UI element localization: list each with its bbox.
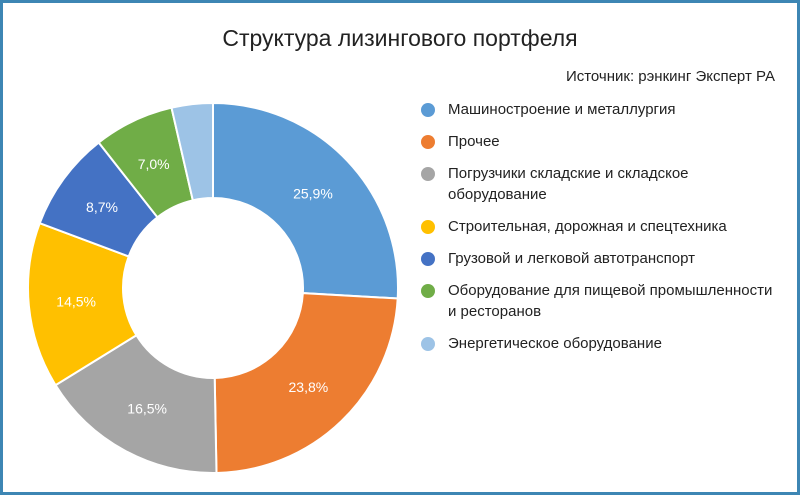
- legend-label: Строительная, дорожная и спецтехника: [448, 218, 727, 235]
- slice-label-5: 7,0%: [138, 156, 170, 172]
- legend-item-6: Энергетическое оборудование: [421, 333, 781, 354]
- chart-legend: Машиностроение и металлургия Прочее Погруз…: [421, 99, 781, 365]
- donut-chart: 25,9% 23,8% 16,5% 14,5% 8,7% 7,0%: [27, 101, 399, 474]
- legend-swatch: [421, 252, 435, 266]
- legend-swatch: [421, 135, 435, 149]
- legend-label: Машиностроение и металлургия: [448, 101, 676, 118]
- legend-label: Грузовой и легковой автотранспорт: [448, 250, 695, 267]
- slice-label-4: 8,7%: [86, 199, 118, 215]
- slice-label-0: 25,9%: [293, 186, 333, 202]
- slice-label-1: 23,8%: [289, 379, 329, 395]
- legend-label: Энергетическое оборудование: [448, 335, 662, 352]
- legend-swatch: [421, 167, 435, 181]
- chart-source: Источник: рэнкинг Эксперт РА: [565, 68, 775, 85]
- donut-slice-2: [54, 333, 218, 474]
- legend-label: Оборудование для пищевой промышленности …: [448, 282, 773, 320]
- legend-item-1: Прочее: [421, 131, 781, 152]
- legend-item-3: Строительная, дорожная и спецтехника: [421, 216, 781, 237]
- donut-slice-1: [213, 292, 399, 474]
- legend-label: Прочее: [448, 133, 500, 150]
- legend-item-2: Погрузчики складские и складское оборудо…: [421, 163, 781, 205]
- legend-item-4: Грузовой и легковой автотранспорт: [421, 248, 781, 269]
- legend-swatch: [421, 284, 435, 298]
- legend-swatch: [421, 103, 435, 117]
- slice-label-2: 16,5%: [127, 401, 167, 417]
- legend-item-5: Оборудование для пищевой промышленности …: [421, 280, 781, 322]
- donut-slice-6: [170, 101, 214, 202]
- donut-slice-0: [212, 101, 399, 300]
- legend-swatch: [421, 337, 435, 351]
- legend-label: Погрузчики складские и складское оборудо…: [448, 165, 689, 203]
- chart-title: Структура лизингового портфеля: [222, 25, 578, 51]
- legend-swatch: [421, 220, 435, 234]
- slice-label-3: 14,5%: [56, 293, 96, 309]
- legend-item-0: Машиностроение и металлургия: [421, 99, 781, 120]
